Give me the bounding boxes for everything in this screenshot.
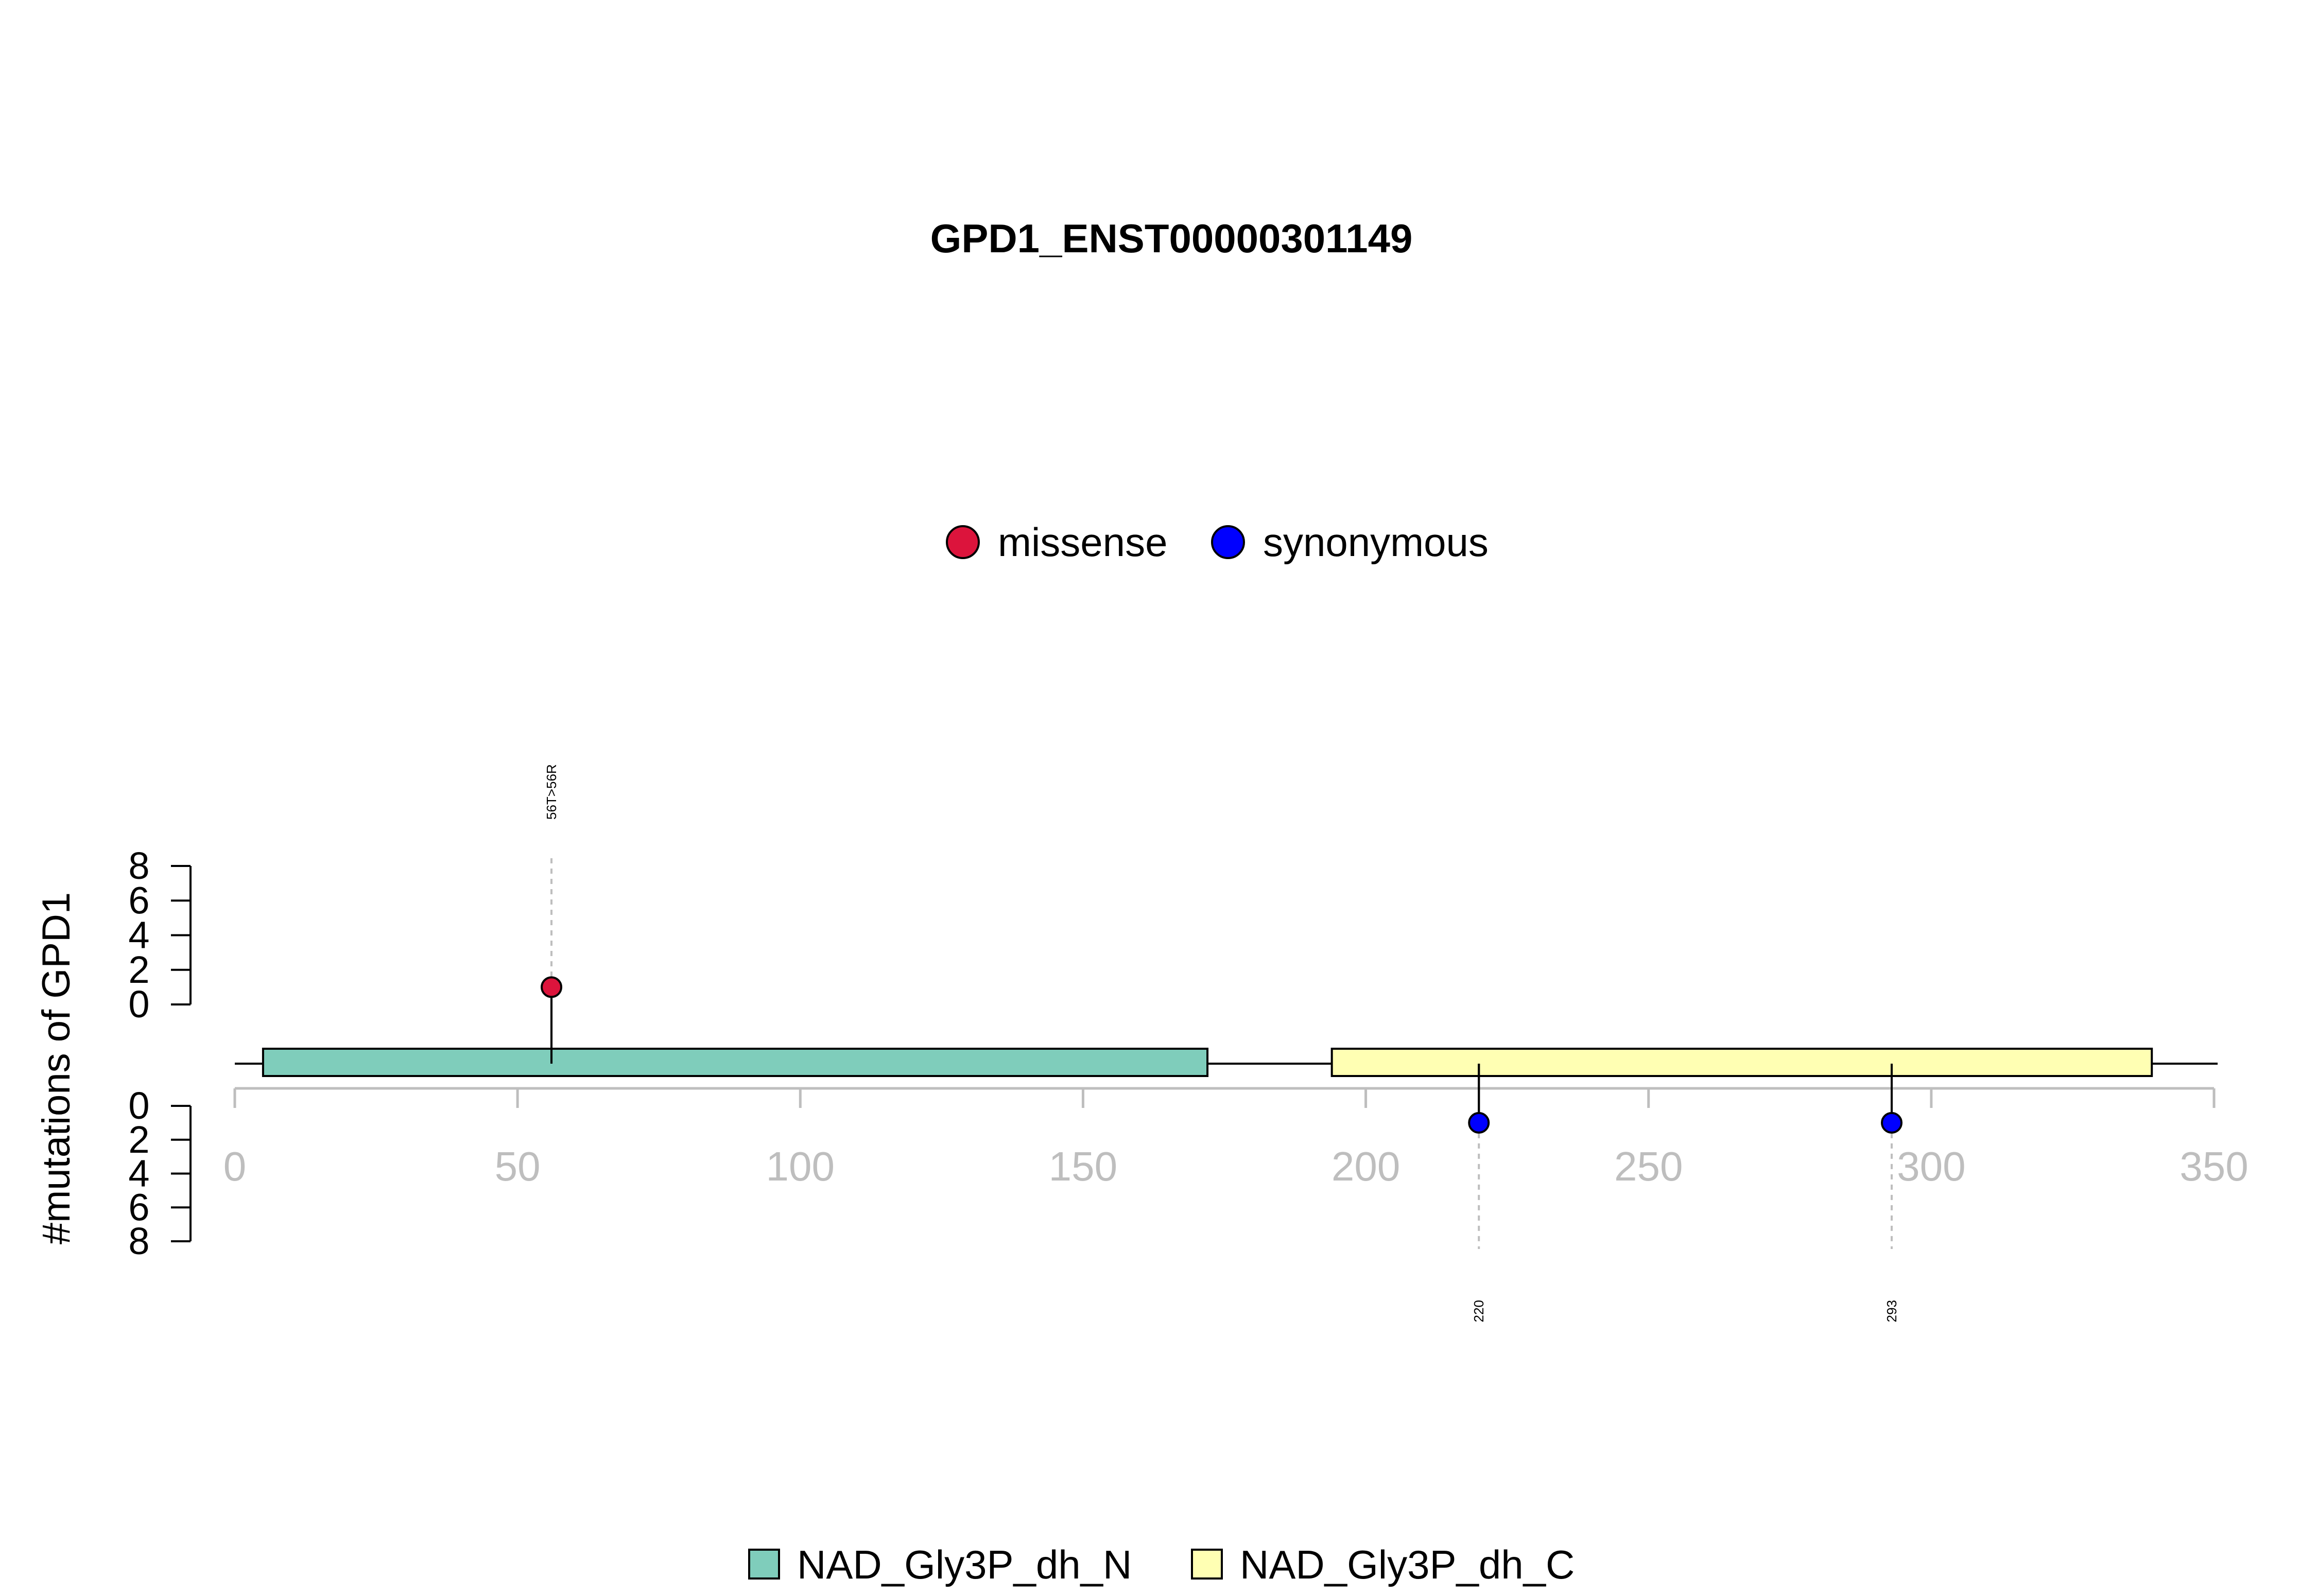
x-axis: 0 50 100 150 200 250 300 350	[223, 1087, 2249, 1189]
x-tick-label: 50	[495, 1143, 541, 1189]
legend-synonymous-label: synonymous	[1263, 519, 1489, 565]
legend-synonymous-marker	[1211, 525, 1245, 559]
domain-NAD_Gly3P_dh_N	[262, 1048, 1209, 1077]
mutation-marker-missense	[541, 976, 563, 998]
x-tick-label: 350	[2180, 1143, 2248, 1189]
x-tick-label: 300	[1897, 1143, 1965, 1189]
upper-y-tick-label: 0	[128, 983, 149, 1026]
mutation-label: 220	[1471, 1300, 1486, 1322]
x-tick-label: 200	[1332, 1143, 1400, 1189]
mutations: 56T>56R 220 293	[541, 764, 1903, 1322]
x-tick-label: 250	[1614, 1143, 1683, 1189]
y-axis-label: #mutations of GPD1	[34, 892, 78, 1244]
legend-NAD_Gly3P_dh_N-label: NAD_Gly3P_dh_N	[797, 1542, 1132, 1587]
mutation-legend: missense synonymous	[946, 519, 1489, 565]
mutation-label: 56T>56R	[544, 764, 559, 820]
mutation-label: 293	[1884, 1300, 1899, 1322]
mutation-marker-synonymous	[1880, 1112, 1903, 1134]
upper-y-tick-label: 2	[128, 948, 149, 991]
x-tick-label: 0	[223, 1143, 247, 1189]
lower-y-tick-label: 4	[128, 1152, 149, 1195]
lower-y-tick-label: 6	[128, 1186, 149, 1228]
legend-missense-marker	[946, 525, 980, 559]
mutation-marker-synonymous	[1468, 1112, 1490, 1134]
legend-NAD_Gly3P_dh_C-label: NAD_Gly3P_dh_C	[1240, 1542, 1575, 1587]
lower-y-tick-label: 2	[128, 1118, 149, 1161]
x-tick-label: 100	[766, 1143, 835, 1189]
lower-y-tick-label: 0	[128, 1084, 149, 1127]
legend-NAD_Gly3P_dh_N-swatch	[748, 1549, 780, 1580]
legend-NAD_Gly3P_dh_C-swatch	[1191, 1549, 1223, 1580]
protein-domains	[262, 987, 2153, 1123]
domain-NAD_Gly3P_dh_C	[1330, 1048, 2153, 1077]
x-tick-label: 150	[1049, 1143, 1117, 1189]
chart-title: GPD1_ENST00000301149	[930, 216, 1413, 261]
domain-legend: NAD_Gly3P_dh_N NAD_Gly3P_dh_C	[748, 1542, 1575, 1587]
upper-y-tick-label: 8	[128, 844, 149, 887]
legend-missense-label: missense	[998, 519, 1167, 565]
lower-y-tick-label: 8	[128, 1220, 149, 1262]
upper-y-tick-label: 4	[128, 914, 149, 957]
upper-y-tick-label: 6	[128, 879, 149, 922]
